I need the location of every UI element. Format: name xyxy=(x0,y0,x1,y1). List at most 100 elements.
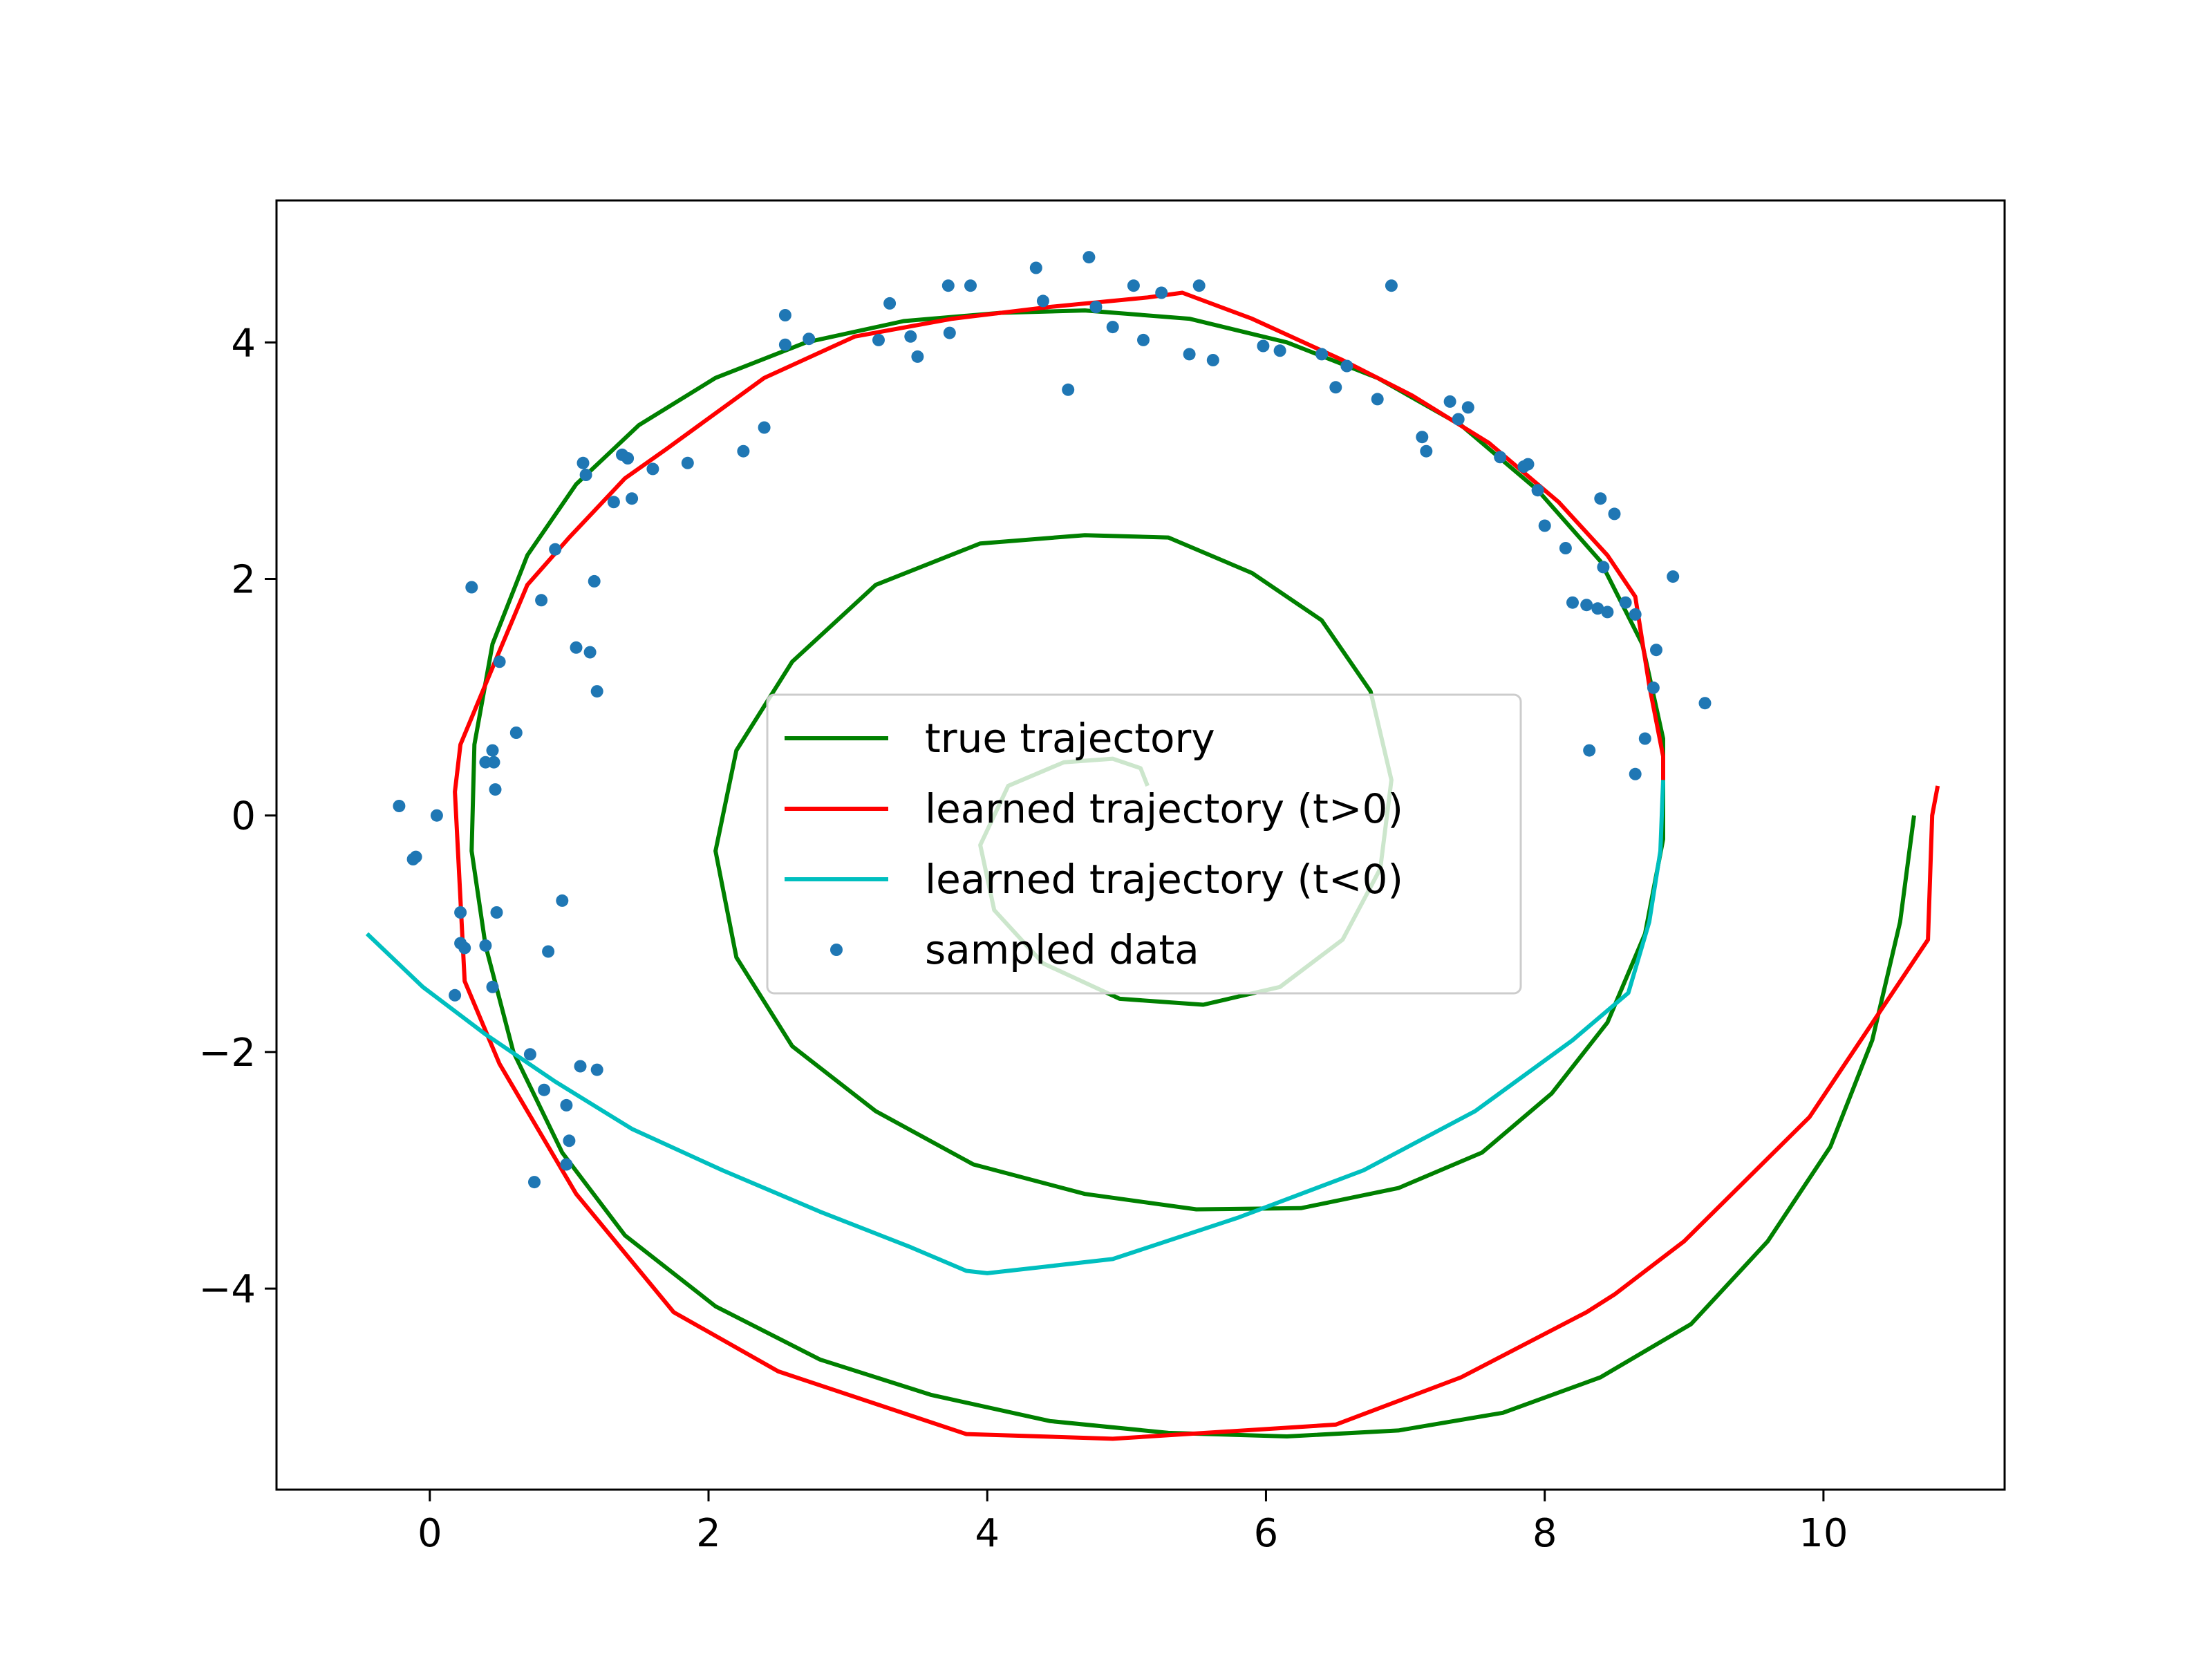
data-point xyxy=(621,452,635,465)
data-point xyxy=(563,1134,576,1147)
data-point xyxy=(465,581,478,594)
data-point xyxy=(574,1060,587,1073)
data-point xyxy=(1647,681,1660,694)
data-point xyxy=(1566,596,1579,609)
data-point xyxy=(489,783,502,796)
data-point xyxy=(904,330,917,343)
data-point xyxy=(430,809,443,822)
data-point xyxy=(1608,507,1621,521)
data-point xyxy=(590,685,603,698)
data-point xyxy=(646,462,659,476)
y-tick-label: −4 xyxy=(198,1267,256,1312)
data-point xyxy=(588,574,601,588)
data-point xyxy=(528,1176,541,1189)
data-point xyxy=(1629,608,1642,621)
data-point xyxy=(560,1098,573,1112)
data-point xyxy=(1580,599,1593,612)
data-point xyxy=(486,744,499,757)
x-tick-label: 8 xyxy=(1533,1511,1557,1556)
legend-swatch xyxy=(830,944,843,956)
x-tick-label: 6 xyxy=(1254,1511,1279,1556)
data-point xyxy=(1082,251,1096,264)
data-point xyxy=(590,1063,603,1076)
x-axis: 0 2 4 6 8 10 xyxy=(418,1490,1848,1556)
data-point xyxy=(1155,286,1168,299)
data-point xyxy=(1329,381,1342,394)
data-point xyxy=(1619,596,1632,609)
data-point xyxy=(1594,492,1607,505)
data-point xyxy=(1206,354,1219,366)
data-point xyxy=(943,326,956,339)
data-point xyxy=(607,496,620,509)
legend-item-learned-trajectory-t-0: learned trajectory (t>0) xyxy=(785,785,1403,832)
data-point xyxy=(737,444,750,458)
data-point xyxy=(1494,451,1507,464)
data-point xyxy=(549,543,562,556)
data-point xyxy=(486,980,499,993)
data-point xyxy=(681,456,694,469)
data-point xyxy=(556,894,569,907)
data-point xyxy=(872,333,885,346)
data-point xyxy=(941,279,955,292)
data-point xyxy=(1601,606,1614,619)
data-point xyxy=(487,756,500,769)
data-point xyxy=(1461,401,1474,414)
data-point xyxy=(1192,279,1206,292)
data-point xyxy=(911,350,924,363)
data-point xyxy=(1521,458,1535,471)
x-tick-label: 2 xyxy=(696,1511,721,1556)
data-point xyxy=(1638,732,1651,745)
data-point xyxy=(1257,339,1270,353)
data-point xyxy=(1591,602,1604,615)
data-point xyxy=(393,800,406,812)
x-tick-label: 0 xyxy=(418,1511,442,1556)
data-point xyxy=(1452,413,1465,426)
data-point xyxy=(542,945,555,958)
data-point xyxy=(1089,301,1103,313)
data-point xyxy=(560,1158,573,1171)
data-point xyxy=(1183,348,1196,361)
data-point xyxy=(1062,383,1075,396)
data-point xyxy=(626,492,639,505)
series-line-learned-trajectory-t-0 xyxy=(453,290,1940,1441)
data-point xyxy=(1538,519,1551,532)
scatter-sampled-data xyxy=(393,251,1712,1189)
data-point xyxy=(406,853,420,865)
data-point xyxy=(778,309,791,321)
data-point xyxy=(803,332,816,346)
data-point xyxy=(454,906,467,919)
data-point xyxy=(535,594,548,607)
data-point xyxy=(1106,321,1119,334)
data-point xyxy=(579,469,592,481)
data-point xyxy=(1315,348,1329,361)
data-point xyxy=(1698,697,1712,710)
data-point xyxy=(1583,744,1596,757)
data-point xyxy=(1650,644,1662,657)
data-point xyxy=(577,456,590,469)
data-point xyxy=(1036,294,1049,308)
legend-frame xyxy=(766,693,1522,995)
data-point xyxy=(883,297,897,310)
legend-item-sampled-data: sampled data xyxy=(830,926,1199,973)
data-point xyxy=(1137,333,1150,346)
data-point xyxy=(1127,279,1140,292)
plot-frame xyxy=(275,199,2006,1491)
legend-label: sampled data xyxy=(925,926,1199,973)
data-point xyxy=(1385,279,1398,292)
data-point xyxy=(1420,444,1433,458)
data-point xyxy=(1340,359,1353,373)
data-point xyxy=(1416,431,1429,444)
x-tick-label: 10 xyxy=(1799,1511,1848,1556)
data-point xyxy=(479,939,492,952)
data-point xyxy=(1629,767,1642,780)
y-axis: −4 −2 0 2 4 xyxy=(198,321,276,1312)
data-point xyxy=(1531,484,1544,497)
x-tick-label: 4 xyxy=(975,1511,1000,1556)
y-tick-label: 2 xyxy=(231,558,256,603)
data-point xyxy=(1273,344,1286,357)
y-tick-label: 0 xyxy=(231,794,256,839)
data-point xyxy=(1029,261,1042,274)
data-point xyxy=(778,338,791,351)
legend-label: learned trajectory (t<0) xyxy=(925,856,1403,903)
